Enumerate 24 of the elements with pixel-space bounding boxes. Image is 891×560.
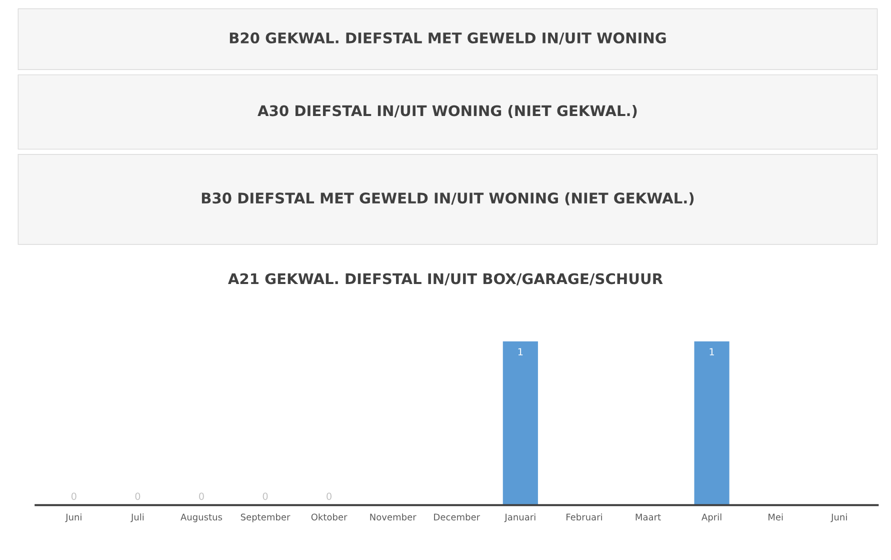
data-label: 0 — [326, 492, 332, 500]
x-tick-label: September — [240, 513, 290, 522]
x-tick-label: Februari — [566, 513, 602, 520]
x-tick-label: April — [702, 513, 722, 522]
x-tick-label: Januari — [504, 513, 536, 522]
text: A30 DIEFSTAL IN/UIT WONING (NIET GEKWAL.) — [258, 104, 637, 118]
data-label: 1 — [710, 348, 714, 356]
data-label: 0 — [199, 492, 204, 500]
x-tick-label: Juni — [65, 513, 82, 522]
x-tick-label: Maart — [636, 514, 661, 520]
text: B20 GEKWAL. DIEFSTAL MET GEWELD IN/UIT WONING — [230, 32, 666, 45]
x-tick-label: November — [370, 513, 416, 520]
x-tick-label: December — [434, 513, 480, 520]
text: B30 DIEFSTAL MET GEWELD IN/UIT WONING (NIET GEKWAL.) — [202, 192, 694, 206]
x-tick-label: Juli — [130, 513, 144, 522]
data-label: 0 — [262, 492, 268, 500]
data-label: 0 — [71, 492, 76, 500]
x-tick-label: Mei — [768, 513, 783, 520]
data-label: 1 — [518, 348, 523, 356]
x-tick-label: Augustus — [180, 514, 222, 522]
data-label: 0 — [135, 492, 140, 500]
chart-title: A21 GEKWAL. DIEFSTAL IN/UIT BOX/GARAGE/SCHUUR — [228, 273, 663, 286]
x-tick-label: Juni — [830, 513, 847, 522]
x-tick-label: Oktober — [311, 513, 348, 520]
